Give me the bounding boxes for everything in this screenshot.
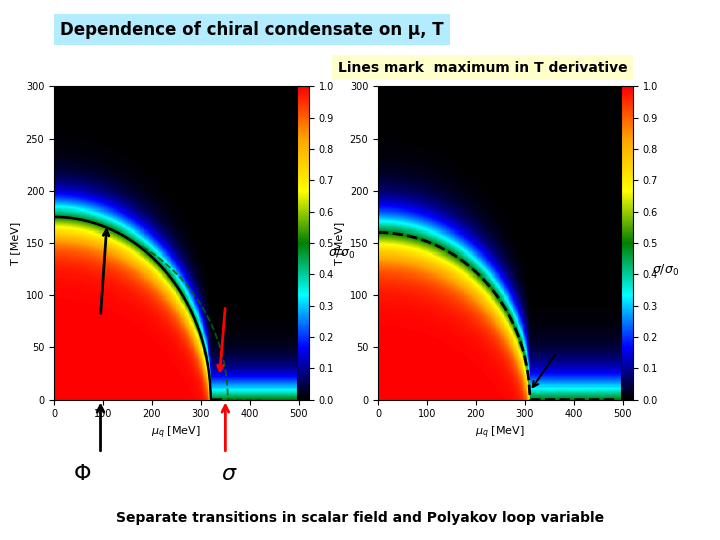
X-axis label: $\mu_q$ [MeV]: $\mu_q$ [MeV] <box>475 425 526 441</box>
Y-axis label: T [MeV]: T [MeV] <box>334 221 344 265</box>
Text: $\sigma$: $\sigma$ <box>220 464 238 484</box>
Text: $\sigma/\sigma_0$: $\sigma/\sigma_0$ <box>652 262 679 278</box>
Text: $\Phi$: $\Phi$ <box>73 464 91 484</box>
X-axis label: $\mu_q$ [MeV]: $\mu_q$ [MeV] <box>151 425 202 441</box>
Text: Dependence of chiral condensate on μ, T: Dependence of chiral condensate on μ, T <box>60 21 444 39</box>
Y-axis label: T [MeV]: T [MeV] <box>10 221 20 265</box>
Text: Separate transitions in scalar field and Polyakov loop variable: Separate transitions in scalar field and… <box>116 511 604 525</box>
Text: $\sigma/\sigma_0$: $\sigma/\sigma_0$ <box>328 246 355 261</box>
Text: Lines mark  maximum in T derivative: Lines mark maximum in T derivative <box>338 60 627 75</box>
